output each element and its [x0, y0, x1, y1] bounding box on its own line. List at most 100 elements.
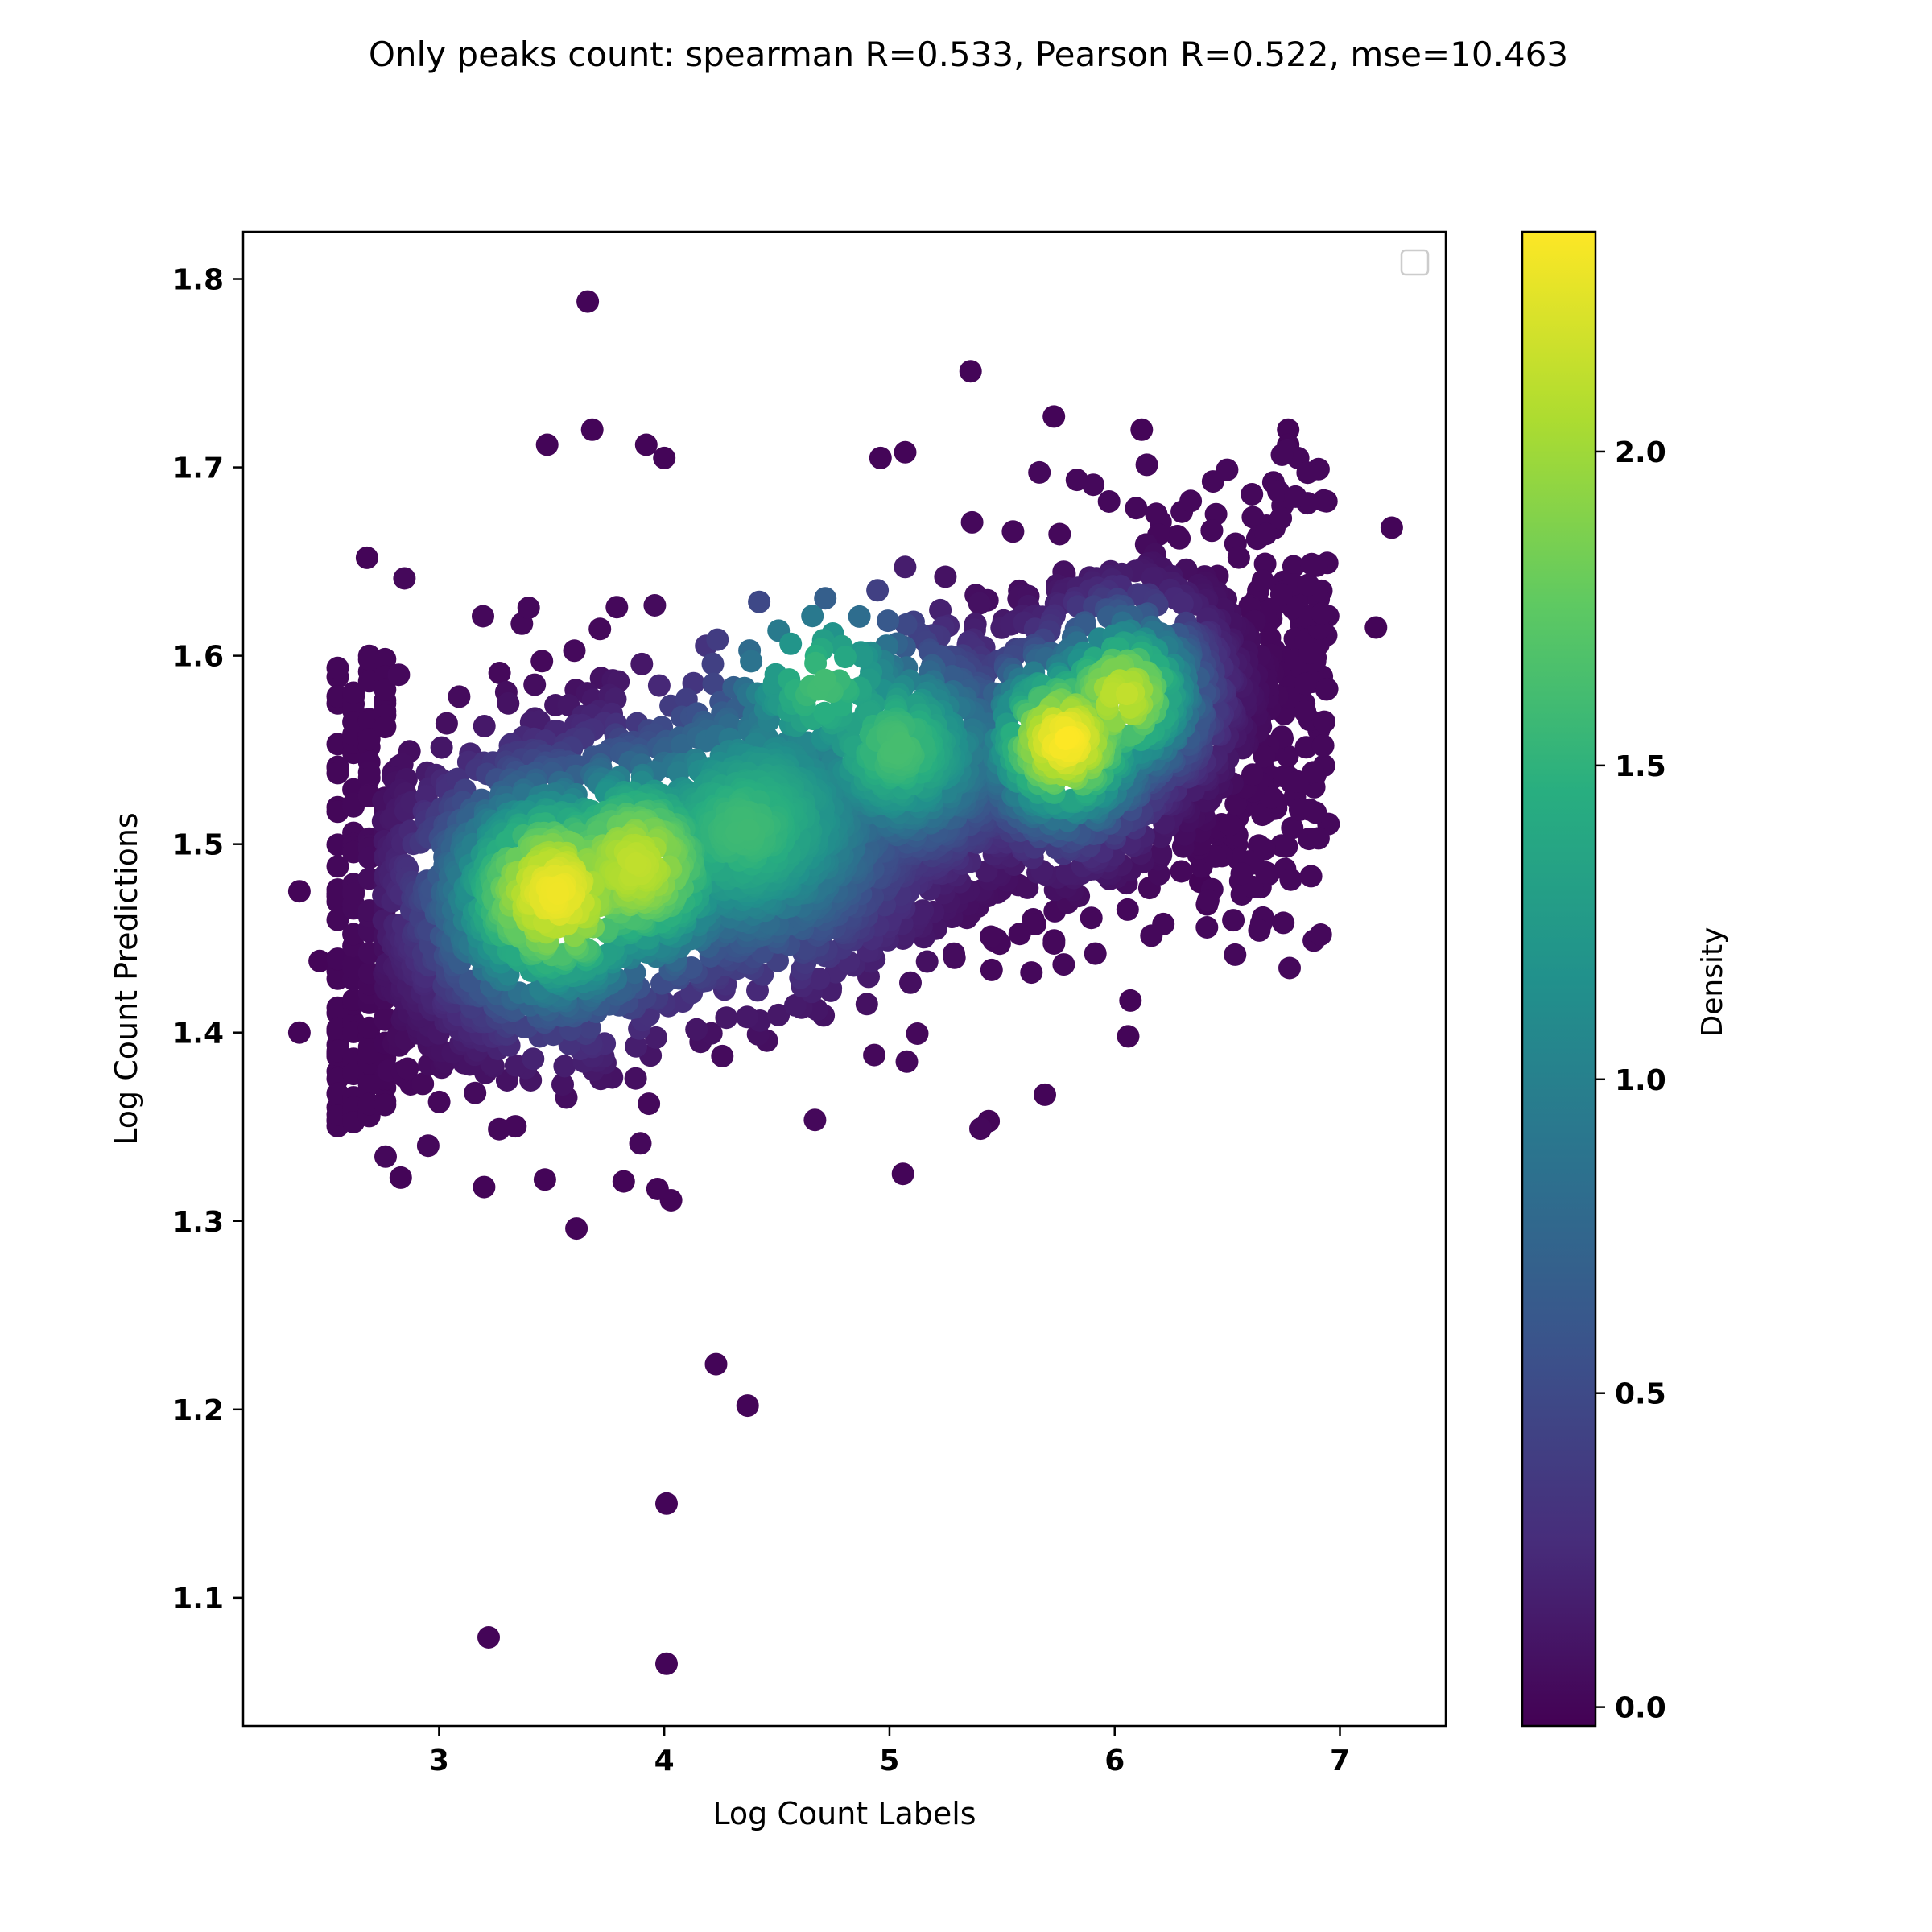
- scatter-point: [645, 1026, 667, 1049]
- y-axis-ticks: 1.1 1.2 1.3 1.4 1.5 1.6 1.7 1.8: [172, 264, 243, 1616]
- scatter-point: [895, 1050, 919, 1073]
- scatter-point: [342, 882, 365, 906]
- scatter-point: [355, 546, 378, 569]
- scatter-point: [877, 609, 899, 633]
- scatter-point: [960, 510, 984, 534]
- scatter-point: [1254, 522, 1278, 546]
- scatter-point: [473, 715, 496, 737]
- scatter-point: [504, 1054, 527, 1077]
- scatter-point: [968, 592, 991, 615]
- scatter-point: [894, 440, 917, 464]
- scatter-point: [553, 1055, 576, 1078]
- scatter-point: [1255, 861, 1278, 884]
- scatter-point: [1097, 490, 1121, 513]
- scatter-point: [969, 1117, 992, 1141]
- scatter-point: [915, 950, 939, 973]
- scatter-point: [801, 605, 824, 628]
- scatter-point: [814, 587, 837, 610]
- scatter-point: [959, 360, 982, 383]
- scatter-point: [1269, 506, 1293, 530]
- scatter-point: [1170, 860, 1193, 883]
- scatter-point: [899, 971, 922, 994]
- scatter-point: [891, 1162, 914, 1186]
- scatter-point: [869, 446, 892, 469]
- scatter-point: [701, 652, 724, 675]
- scatter-point: [517, 597, 540, 619]
- scatter-point: [736, 1005, 759, 1029]
- scatter-point: [473, 1175, 496, 1199]
- x-tick-label: 5: [879, 1744, 899, 1777]
- plot-frame: [242, 230, 1447, 1728]
- scatter-point: [630, 652, 654, 675]
- scatter-point: [1294, 672, 1317, 696]
- scatter-point: [711, 1044, 734, 1067]
- x-axis-ticks: 3 4 5 6 7: [429, 1726, 1350, 1777]
- scatter-point: [894, 613, 918, 636]
- scatter-point: [1364, 616, 1388, 639]
- scatter-point: [1307, 827, 1330, 850]
- scatter-point: [737, 818, 760, 841]
- scatter-point: [1300, 552, 1323, 576]
- y-axis-label: Log Count Predictions: [109, 812, 144, 1145]
- scatter-point: [342, 681, 365, 704]
- scatter-point: [1224, 943, 1247, 966]
- chart-title: Only peaks count: spearman R=0.533, Pear…: [369, 35, 1568, 74]
- scatter-point: [1170, 592, 1194, 615]
- scatter-point: [612, 1170, 635, 1193]
- scatter-point: [1275, 835, 1298, 858]
- scatter-point: [638, 1092, 661, 1116]
- scatter-point: [855, 993, 878, 1016]
- scatter-point: [807, 968, 831, 990]
- scatter-point: [588, 617, 612, 641]
- scatter-point: [326, 855, 349, 878]
- scatter-point: [1296, 461, 1319, 485]
- scatter-point: [813, 701, 836, 724]
- colorbar-tick-label: 0.0: [1615, 1692, 1666, 1725]
- scatter-point: [1008, 923, 1031, 946]
- scatter-point: [1294, 736, 1318, 759]
- scatter-point: [1135, 453, 1158, 477]
- scatter-point: [1279, 868, 1302, 891]
- scatter-point: [1048, 522, 1071, 546]
- scatter-point: [803, 1108, 827, 1132]
- scatter-point: [1298, 642, 1321, 665]
- scatter-point: [1052, 953, 1075, 976]
- colorbar-tick-label: 0.5: [1615, 1378, 1666, 1411]
- scatter-point: [1195, 916, 1219, 939]
- scatter-point: [576, 290, 600, 313]
- scatter-point: [685, 1018, 708, 1041]
- y-tick-label: 1.1: [172, 1583, 224, 1616]
- scatter-point: [629, 1132, 652, 1155]
- scatter-point: [804, 651, 828, 675]
- scatter-points: [287, 290, 1403, 1675]
- scatter-point: [1179, 489, 1203, 513]
- scatter-point: [1302, 761, 1325, 784]
- scatter-point: [374, 1006, 397, 1030]
- scatter-point: [1140, 924, 1163, 947]
- scatter-point: [1130, 418, 1154, 441]
- scatter-point: [1309, 923, 1332, 946]
- scatter-plot-area: 3 4 5 6 7 1.1 1.2 1.3 1.4 1.5 1.6 1.7 1.8: [172, 230, 1447, 1777]
- scatter-point: [580, 418, 604, 441]
- scatter-point: [1315, 678, 1338, 701]
- scatter-point: [715, 1006, 738, 1030]
- scatter-point: [547, 882, 570, 906]
- scatter-point: [767, 1003, 791, 1026]
- scatter-point: [435, 712, 458, 735]
- scatter-point: [625, 1034, 648, 1058]
- scatter-point: [1150, 841, 1173, 865]
- x-tick-label: 4: [654, 1744, 675, 1777]
- scatter-point: [387, 663, 411, 687]
- scatter-point: [906, 1022, 929, 1045]
- scatter-point: [326, 908, 349, 931]
- scatter-point: [1028, 460, 1051, 484]
- scatter-point: [851, 645, 874, 668]
- scatter-point: [980, 925, 1002, 948]
- scatter-point: [779, 632, 803, 655]
- colorbar-tick-label: 1.0: [1615, 1064, 1666, 1097]
- scatter-point: [1218, 813, 1241, 836]
- scatter-point: [374, 716, 397, 739]
- scatter-point: [522, 1047, 545, 1071]
- scatter-point: [1201, 470, 1224, 493]
- scatter-point: [1253, 745, 1276, 768]
